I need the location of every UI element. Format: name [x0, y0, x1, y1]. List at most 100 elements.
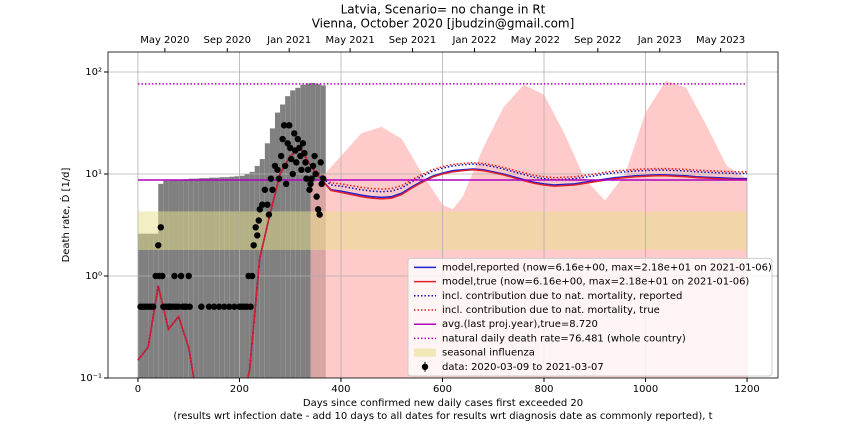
x2-tick-label: Jan 2023 [637, 35, 682, 46]
legend-label: natural daily death rate=76.481 (whole c… [442, 333, 686, 344]
data-point [255, 217, 262, 224]
legend-swatch [421, 363, 429, 370]
histogram-bar [254, 165, 260, 378]
data-point [302, 159, 309, 166]
data-point [157, 224, 164, 231]
data-point [221, 303, 228, 310]
data-point [303, 175, 310, 182]
data-point [298, 166, 305, 173]
data-point [275, 175, 283, 182]
data-point [159, 272, 166, 280]
data-point [155, 242, 162, 249]
x-tick-label: 600 [433, 384, 452, 395]
data-point [252, 224, 259, 231]
data-point [299, 140, 307, 147]
data-point [308, 175, 315, 182]
histogram-bar [188, 178, 194, 378]
histogram-bar [214, 177, 220, 378]
data-point [256, 206, 263, 213]
data-point [306, 186, 313, 193]
histogram-bar [269, 128, 275, 378]
x-tick-label: 800 [534, 384, 553, 395]
legend-label: avg.(last proj.year),true=8.720 [442, 319, 598, 330]
data-point [265, 211, 273, 218]
x-tick-label: 200 [230, 384, 249, 395]
x2-tick-label: May 2020 [140, 35, 189, 46]
data-point [277, 152, 285, 160]
x-axis-label: Days since confirmed new daily cases fir… [303, 398, 583, 409]
data-point [269, 186, 276, 193]
x-tick-label: 1000 [633, 384, 658, 395]
data-point [177, 272, 185, 280]
data-point [210, 303, 218, 310]
data-point [318, 180, 325, 188]
histogram-bar [158, 183, 164, 378]
data-point [264, 201, 271, 208]
data-point [309, 162, 317, 170]
histogram-bar [193, 178, 199, 378]
histogram-bar [209, 177, 215, 378]
data-point [281, 162, 289, 170]
legend-label: incl. contribution due to nat. mortality… [442, 291, 682, 302]
histogram-bar [163, 180, 169, 378]
legend-box [407, 257, 773, 377]
data-point [198, 303, 205, 310]
data-point [293, 159, 300, 166]
y-tick-label: 10⁻¹ [80, 373, 102, 384]
data-point [311, 152, 318, 160]
data-point [316, 211, 323, 218]
histogram-bar [219, 177, 225, 378]
data-point [259, 201, 266, 208]
data-point [185, 272, 192, 280]
histogram-bar [183, 179, 189, 378]
x-tick-label: 1200 [734, 384, 759, 395]
plot-frame [107, 51, 779, 379]
data-point [186, 303, 193, 310]
histogram-bar [198, 178, 204, 378]
data-point [320, 175, 327, 182]
x2-tick-label: Sep 2021 [389, 35, 436, 46]
data-point [205, 303, 213, 310]
legend-label: model,true (now=6.16e+00, max=2.18e+01 o… [442, 277, 749, 288]
x2-tick-label: Sep 2020 [204, 35, 251, 46]
histogram-bar [224, 177, 230, 378]
legend-swatch [414, 348, 436, 357]
data-point [280, 122, 288, 129]
x2-tick-label: May 2023 [696, 35, 745, 46]
y-tick-label: 10⁰ [85, 271, 102, 282]
data-point [261, 186, 269, 193]
legend-label: seasonal influenza [442, 348, 535, 359]
y-axis-label: Death rate, Ḋ [1/d] [59, 167, 72, 262]
histogram-bar [234, 176, 240, 378]
histogram-bar [203, 178, 210, 378]
y-tick-label: 10² [85, 67, 102, 78]
legend-label: data: 2020-03-09 to 2021-03-07 [442, 362, 604, 373]
x2-tick-label: Jan 2022 [451, 35, 496, 46]
histogram-bar [229, 176, 235, 378]
data-point [288, 155, 295, 163]
data-point [254, 232, 261, 239]
data-point [279, 135, 286, 143]
histogram-bar [239, 175, 245, 378]
legend-label: incl. contribution due to nat. mortality… [442, 305, 660, 316]
model-line [137, 146, 748, 378]
histogram-bar [168, 180, 174, 378]
data-point [171, 272, 178, 280]
axes: 0 200 400 600 800 1000 1200 May 2020 Sep 2020 Jan… [80, 35, 779, 395]
data-point [294, 135, 302, 143]
model-line [137, 146, 748, 378]
chart-subtitle: Vienna, October 2020 [jbudzin@gmail.com] [312, 17, 575, 31]
data-point [317, 159, 324, 166]
data-point [267, 175, 275, 182]
data-point [312, 170, 319, 178]
data-point [313, 193, 320, 200]
x-tick-label: 0 [135, 384, 141, 395]
x2-tick-label: May 2022 [511, 35, 560, 46]
histogram-bar [264, 143, 270, 378]
data-point [231, 303, 238, 310]
legend: model,reported (now=6.16e+00, max=2.18e+… [407, 257, 773, 377]
data-point [304, 166, 312, 173]
x2-tick-label: Sep 2022 [574, 35, 621, 46]
data-point [274, 166, 281, 173]
